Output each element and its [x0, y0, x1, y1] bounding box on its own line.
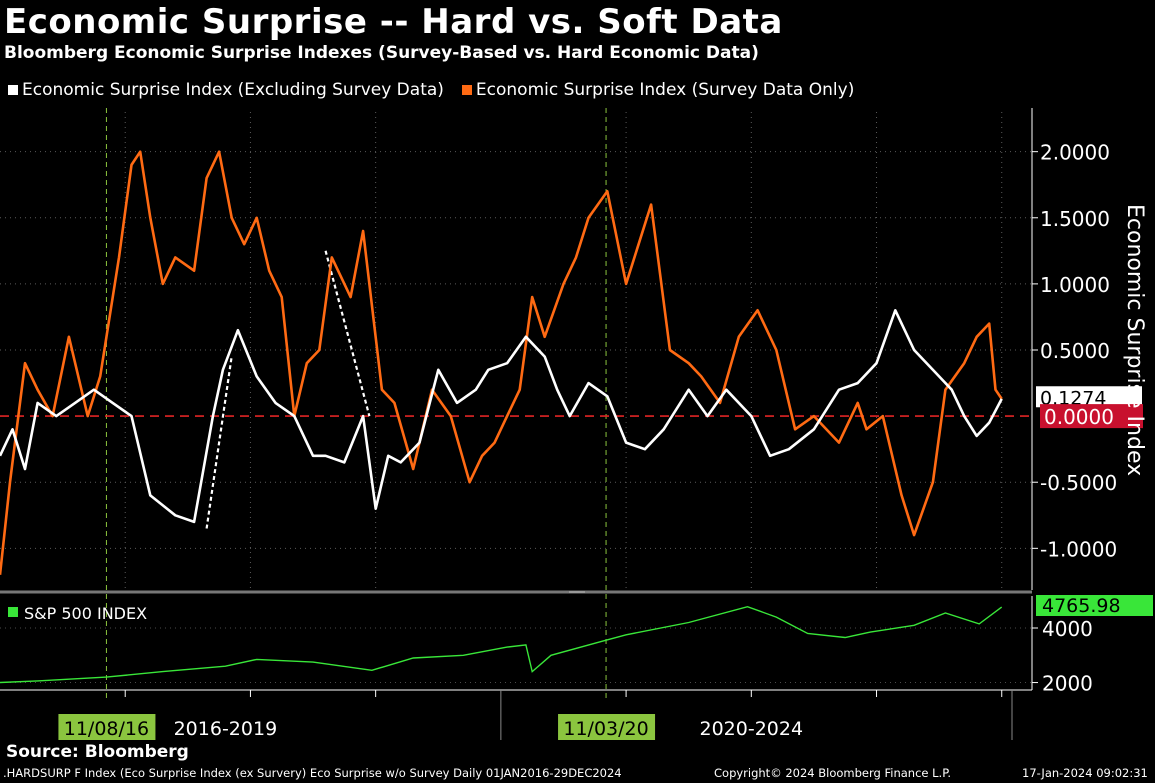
last-value-label: 0.1274 [1040, 387, 1106, 409]
timestamp: 17-Jan-2024 09:02:31 [1022, 766, 1148, 780]
ticker-line: .HARDSURP F Index (Eco Surprise Index (e… [3, 766, 622, 780]
sp500-legend-swatch [8, 607, 18, 617]
legend-swatch-hard [8, 85, 18, 95]
series-line-survey-only [0, 150, 1003, 575]
sp500-panel: S&P 500 INDEX 4000 2000 4765.98 [0, 595, 1153, 696]
series-line-excluding-survey [0, 308, 1003, 524]
period-label: 2020-2024 [700, 718, 804, 740]
y-tick-label: 0.5000 [1040, 339, 1110, 363]
y-tick-label: -0.5000 [1040, 471, 1117, 495]
sp500-y-tick-label: 4000 [1042, 617, 1093, 641]
legend-item-soft: Economic Surprise Index (Survey Data Onl… [461, 80, 855, 100]
sp500-last-value-badge [1036, 595, 1153, 616]
legend-item-hard: Economic Surprise Index (Excluding Surve… [8, 80, 444, 100]
chart-title: Economic Surprise -- Hard vs. Soft Data [4, 2, 783, 42]
period-label: 2016-2019 [174, 718, 278, 740]
y-tick-label: 2.0000 [1040, 141, 1110, 165]
legend-label-hard: Economic Surprise Index (Excluding Surve… [22, 80, 444, 100]
sp500-legend-label: S&P 500 INDEX [24, 604, 147, 623]
event-label-badge [58, 714, 156, 740]
event-lines [105, 108, 607, 700]
chart-subtitle: Bloomberg Economic Surprise Indexes (Sur… [4, 43, 759, 63]
sp500-last-value-label: 4765.98 [1042, 595, 1121, 617]
main-chart: 2.0000 1.5000 1.0000 0.5000 -0.5000 -1.0000 0.… [0, 108, 1153, 740]
trend-arrow [324, 250, 371, 417]
sp500-y-axis: 4000 2000 4765.98 [1031, 595, 1153, 696]
zero-badge [1040, 404, 1143, 429]
event-label: 11/08/16 [64, 718, 149, 740]
series-line-sp500 [0, 605, 1003, 684]
legend: Economic Surprise Index (Excluding Surve… [8, 80, 854, 100]
y-tick-label: 1.5000 [1040, 207, 1110, 231]
y-tick-label: -1.0000 [1040, 537, 1117, 561]
sp500-y-tick-label: 2000 [1042, 672, 1093, 696]
y-tick-label: 1.0000 [1040, 273, 1110, 297]
event-label-badge [558, 714, 656, 740]
trend-arrow [205, 356, 233, 529]
y-axis-label: Economic Surprise Index [1122, 204, 1147, 476]
trend-annotations [205, 250, 371, 529]
last-value-badge [1036, 386, 1142, 408]
copyright: Copyright© 2024 Bloomberg Finance L.P. [714, 766, 951, 780]
source-note: Source: Bloomberg [6, 742, 189, 762]
event-label: 11/03/20 [563, 718, 648, 740]
y-axis: 2.0000 1.5000 1.0000 0.5000 -0.5000 -1.0000 0.… [1031, 108, 1143, 590]
legend-label-soft: Economic Surprise Index (Survey Data Onl… [475, 80, 855, 100]
x-axis: 11/08/16 11/03/20 2016-2019 2020-2024 [0, 689, 1032, 740]
legend-swatch-soft [461, 85, 472, 95]
zero-label: 0.0000 [1044, 405, 1114, 429]
grid [0, 112, 1032, 684]
